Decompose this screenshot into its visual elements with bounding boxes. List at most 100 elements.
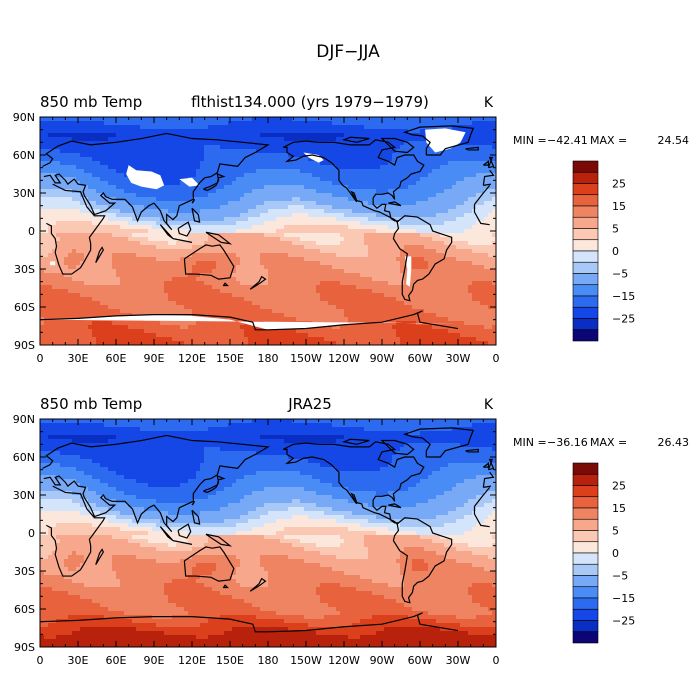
field-cell <box>144 261 149 266</box>
field-cell <box>252 277 257 282</box>
field-cell <box>436 213 441 218</box>
field-cell <box>176 181 181 186</box>
field-cell <box>228 149 233 154</box>
field-cell <box>148 277 153 282</box>
field-cell <box>276 133 281 138</box>
field-cell <box>136 185 141 190</box>
field-cell <box>280 257 285 262</box>
field-cell <box>420 173 425 178</box>
field-cell <box>472 173 477 178</box>
field-cell <box>360 233 365 238</box>
field-cell <box>120 217 125 222</box>
field-cell <box>416 217 421 222</box>
field-cell <box>108 213 113 218</box>
field-cell <box>352 213 357 218</box>
field-cell <box>268 153 273 158</box>
field-cell <box>372 117 377 122</box>
field-cell <box>52 245 57 250</box>
field-cell <box>232 209 237 214</box>
field-cell <box>336 213 341 218</box>
field-cell <box>392 153 397 158</box>
field-cell <box>128 121 133 126</box>
field-cell <box>488 221 493 226</box>
field-cell <box>188 245 193 250</box>
field-cell <box>484 169 489 174</box>
field-cell <box>412 125 417 130</box>
field-cell <box>112 165 117 170</box>
field-cell <box>228 221 233 226</box>
field-cell <box>72 225 77 230</box>
field-cell <box>404 157 409 162</box>
field-cell <box>100 161 105 166</box>
field-cell <box>152 269 157 274</box>
field-cell <box>252 201 257 206</box>
field-cell <box>132 145 137 150</box>
field-cell <box>440 185 445 190</box>
field-cell <box>468 137 473 142</box>
field-cell <box>404 125 409 130</box>
field-cell <box>44 221 49 226</box>
field-cell <box>48 285 53 290</box>
field-cell <box>84 177 89 182</box>
field-cell <box>184 269 189 274</box>
field-cell <box>132 269 137 274</box>
field-cell <box>200 173 205 178</box>
field-cell <box>176 273 181 278</box>
field-cell <box>172 145 177 150</box>
field-cell <box>388 169 393 174</box>
field-cell <box>84 213 89 218</box>
field-cell <box>56 121 61 126</box>
field-cell <box>380 197 385 202</box>
field-cell <box>372 201 377 206</box>
field-cell <box>280 201 285 206</box>
field-cell <box>288 289 293 294</box>
field-cell <box>272 209 277 214</box>
field-cell <box>172 229 177 234</box>
field-cell <box>92 205 97 210</box>
field-cell <box>184 193 189 198</box>
field-cell <box>216 193 221 198</box>
field-cell <box>128 249 133 254</box>
field-cell <box>260 257 265 262</box>
field-cell <box>220 269 225 274</box>
field-cell <box>64 261 69 266</box>
field-cell <box>332 125 337 130</box>
field-cell <box>392 277 397 282</box>
field-cell <box>240 173 245 178</box>
field-cell <box>460 157 465 162</box>
field-cell <box>416 221 421 226</box>
field-cell <box>428 221 433 226</box>
field-cell <box>472 249 477 254</box>
field-cell <box>304 205 309 210</box>
field-cell <box>404 205 409 210</box>
field-cell <box>108 237 113 242</box>
field-cell <box>76 241 81 246</box>
field-cell <box>116 169 121 174</box>
field-cell <box>272 245 277 250</box>
field-cell <box>248 121 253 126</box>
field-cell <box>300 281 305 286</box>
field-cell <box>464 149 469 154</box>
field-cell <box>80 229 85 234</box>
field-cell <box>220 261 225 266</box>
field-cell <box>188 209 193 214</box>
field-cell <box>200 129 205 134</box>
field-cell <box>472 149 477 154</box>
field-cell <box>480 137 485 142</box>
field-cell <box>488 253 493 258</box>
field-cell <box>372 237 377 242</box>
field-cell <box>216 245 221 250</box>
field-cell <box>260 121 265 126</box>
field-cell <box>356 121 361 126</box>
field-cell <box>416 161 421 166</box>
field-cell <box>432 237 437 242</box>
field-cell <box>56 245 61 250</box>
field-cell <box>412 233 417 238</box>
field-cell <box>424 181 429 186</box>
field-cell <box>276 229 281 234</box>
field-cell <box>404 213 409 218</box>
field-cell <box>368 169 373 174</box>
field-cell <box>160 133 165 138</box>
field-cell <box>360 121 365 126</box>
field-cell <box>48 185 53 190</box>
